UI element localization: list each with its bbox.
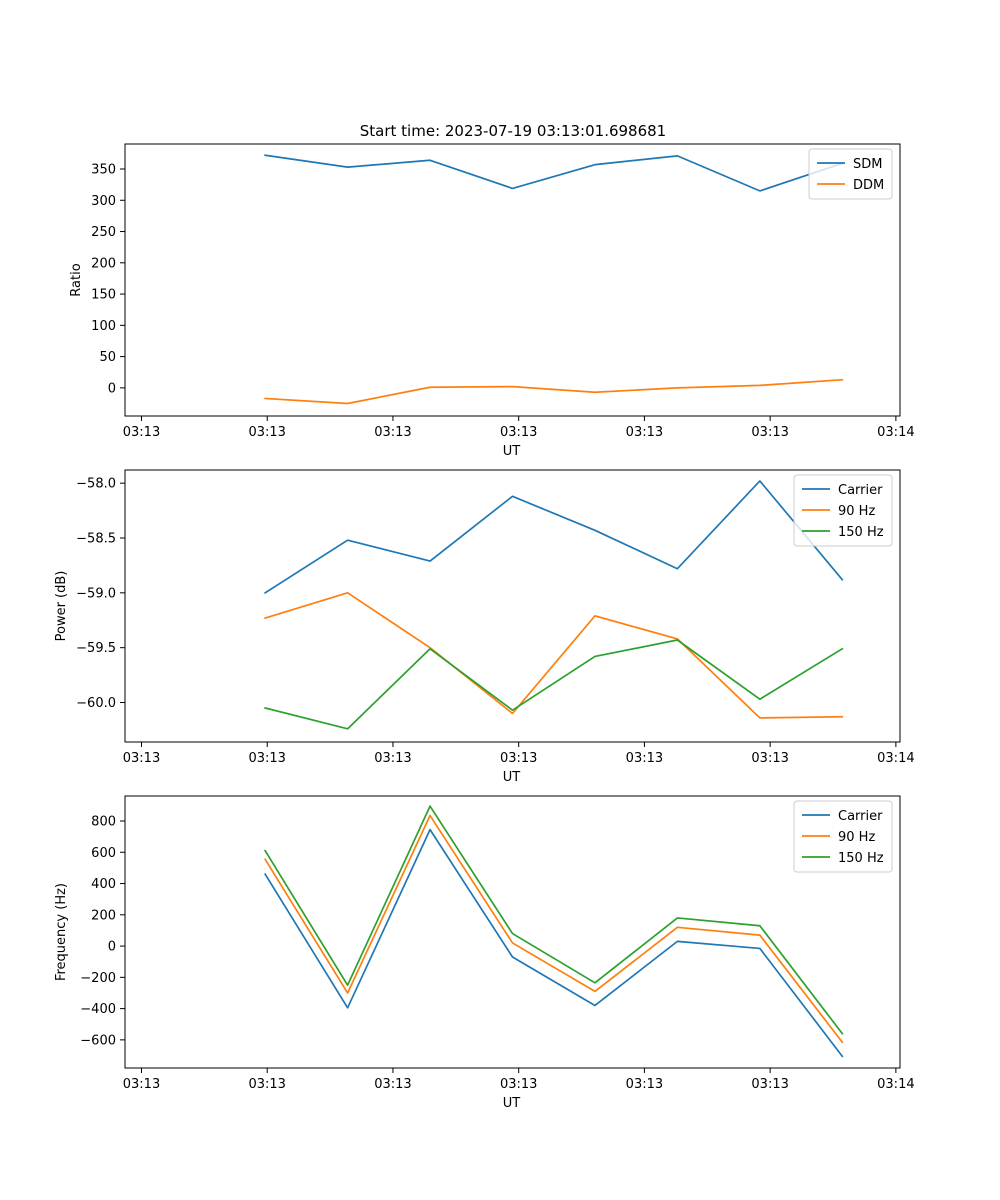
- x-tick-label: 03:13: [500, 1077, 537, 1092]
- series-line-150-hz: [263, 805, 844, 1035]
- x-tick-label: 03:13: [626, 425, 663, 440]
- legend-label: DDM: [853, 178, 884, 193]
- series-line-90-hz: [263, 814, 844, 1044]
- chart-title: Start time: 2023-07-19 03:13:01.698681: [360, 122, 666, 140]
- panels: 03:13 03:13 03:13 03:13 03:13 03:13 03:14 0 50 10…: [54, 143, 915, 1111]
- x-tick-label: 03:13: [626, 751, 663, 766]
- y-tick-label: 600: [91, 846, 116, 861]
- legend-label: Carrier: [838, 809, 883, 824]
- legend-label: 90 Hz: [838, 504, 875, 519]
- legend-label: Carrier: [838, 483, 883, 498]
- x-tick-label: 03:13: [248, 751, 285, 766]
- frequency-panel: 03:13 03:13 03:13 03:13 03:13 03:13 03:14 −600 −…: [54, 795, 915, 1111]
- x-tick-label: 03:13: [751, 425, 788, 440]
- y-axis-label: Power (dB): [54, 571, 69, 642]
- plot-frame: [124, 143, 901, 417]
- legend: Carrier 90 Hz 150 Hz: [793, 474, 893, 547]
- y-axis-label: Ratio: [69, 263, 84, 296]
- legend-label: 150 Hz: [838, 851, 884, 866]
- legend-frame: [793, 800, 893, 873]
- ratio-panel: 03:13 03:13 03:13 03:13 03:13 03:13 03:14 0 50 10…: [69, 143, 915, 459]
- y-tick-label: −400: [80, 1002, 116, 1017]
- legend-frame: [808, 148, 893, 200]
- y-tick-label: 350: [91, 163, 116, 178]
- y-tick-label: 100: [91, 319, 116, 334]
- y-tick-label: 50: [99, 350, 116, 365]
- series-line-150-hz: [264, 639, 844, 730]
- series-line-90-hz: [264, 591, 844, 719]
- x-tick-label: 03:14: [877, 751, 914, 766]
- x-axis-label: UT: [503, 1096, 521, 1111]
- plot-frame: [124, 795, 901, 1069]
- legend-label: 150 Hz: [838, 525, 884, 540]
- x-axis-label: UT: [503, 444, 521, 459]
- y-tick-label: 0: [108, 940, 116, 955]
- y-tick-label: −600: [80, 1033, 116, 1048]
- y-tick-label: 0: [108, 381, 116, 396]
- x-tick-label: 03:13: [500, 425, 537, 440]
- y-tick-label: 300: [91, 194, 116, 209]
- legend: Carrier 90 Hz 150 Hz: [793, 800, 893, 873]
- y-tick-label: 250: [91, 225, 116, 240]
- x-tick-label: 03:13: [626, 1077, 663, 1092]
- y-tick-label: 200: [91, 908, 116, 923]
- x-tick-label: 03:14: [877, 425, 914, 440]
- legend-frame: [793, 474, 893, 547]
- x-axis-label: UT: [503, 770, 521, 785]
- legend-label: 90 Hz: [838, 830, 875, 845]
- y-tick-label: −58.5: [76, 532, 116, 547]
- y-tick-label: −58.0: [76, 477, 116, 492]
- x-tick-label: 03:13: [374, 1077, 411, 1092]
- y-tick-label: −59.0: [76, 586, 116, 601]
- x-tick-label: 03:13: [248, 1077, 285, 1092]
- y-tick-label: −60.0: [76, 696, 116, 711]
- x-tick-label: 03:13: [751, 751, 788, 766]
- legend: SDM DDM: [808, 148, 893, 200]
- y-axis-label: Frequency (Hz): [54, 883, 69, 981]
- x-tick-label: 03:14: [877, 1077, 914, 1092]
- series-line-carrier: [263, 828, 844, 1058]
- y-tick-label: −200: [80, 971, 116, 986]
- power-panel: 03:13 03:13 03:13 03:13 03:13 03:13 03:14 −60.0…: [54, 469, 915, 785]
- series-line-ddm: [264, 378, 844, 405]
- y-tick-label: 150: [91, 288, 116, 303]
- x-tick-label: 03:13: [248, 425, 285, 440]
- x-tick-label: 03:13: [374, 751, 411, 766]
- x-tick-label: 03:13: [374, 425, 411, 440]
- x-tick-label: 03:13: [751, 1077, 788, 1092]
- x-tick-label: 03:13: [123, 1077, 160, 1092]
- y-tick-label: −59.5: [76, 641, 116, 656]
- plot-frame: [124, 469, 901, 743]
- y-tick-label: 800: [91, 815, 116, 830]
- x-tick-label: 03:13: [500, 751, 537, 766]
- y-tick-label: 400: [91, 877, 116, 892]
- y-tick-label: 200: [91, 256, 116, 271]
- x-tick-label: 03:13: [123, 425, 160, 440]
- series-line-sdm: [264, 154, 844, 192]
- series-line-carrier: [263, 480, 844, 595]
- x-tick-label: 03:13: [123, 751, 160, 766]
- legend-label: SDM: [853, 157, 882, 172]
